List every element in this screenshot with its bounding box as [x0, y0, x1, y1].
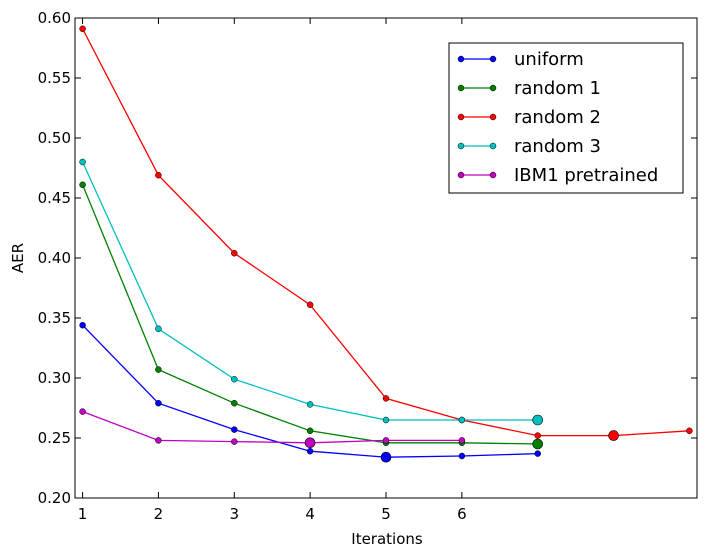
series-best-point-1	[532, 438, 544, 450]
series-point-3-0	[79, 158, 86, 166]
series-point-4-2	[231, 438, 238, 445]
legend-box	[448, 42, 684, 194]
legend-marker-right-3	[489, 142, 497, 150]
series-point-3-1	[155, 325, 162, 333]
y-tick-label: 0.35	[38, 309, 71, 327]
series-point-1-1	[155, 366, 162, 373]
series-point-4-1	[155, 437, 162, 444]
series-point-3-3	[306, 401, 314, 408]
y-tick-label: 0.50	[38, 129, 71, 147]
series-best-point-3	[532, 414, 544, 426]
plot-area	[79, 25, 693, 463]
legend-marker-left-3	[457, 142, 465, 150]
series-point-2-4	[382, 395, 390, 402]
series-point-0-3	[306, 447, 314, 455]
series-point-2-1	[155, 171, 162, 179]
series-point-1-2	[231, 399, 238, 407]
x-tick-label: 5	[381, 505, 391, 523]
legend-marker-right-0	[489, 55, 497, 63]
series-point-0-2	[231, 426, 238, 433]
x-tick-label: 6	[457, 505, 467, 523]
series-point-1-0	[79, 181, 86, 189]
legend-label-2: random 2	[514, 107, 601, 128]
x-tick-label: 3	[230, 505, 240, 523]
series-point-2-3	[306, 301, 314, 309]
y-tick-label: 0.45	[38, 189, 71, 207]
legend-marker-left-4	[457, 171, 465, 179]
y-tick-label: 0.40	[38, 249, 71, 267]
x-axis-title: Iterations	[351, 530, 423, 548]
series-point-3-5	[458, 416, 466, 424]
series-point-2-6	[534, 432, 541, 439]
series-point-0-6	[534, 450, 541, 457]
series-point-3-4	[382, 416, 390, 424]
x-tick-label: 1	[78, 505, 88, 523]
legend-label-3: random 3	[514, 136, 601, 157]
series-line-3	[82, 161, 538, 421]
legend-marker-right-2	[489, 113, 497, 121]
series-best-point-2	[608, 430, 619, 441]
series-point-2-8	[686, 427, 693, 435]
y-tick-label: 0.30	[38, 369, 71, 387]
legend-marker-right-1	[489, 84, 497, 92]
series-best-point-4	[304, 437, 316, 449]
series-point-1-3	[306, 427, 314, 435]
y-tick-label: 0.55	[38, 69, 71, 87]
series-point-0-0	[79, 321, 86, 329]
axes: 0.20 0.25 0.30 0.35 0.40 0.45 0.50 0.55 0.60 1 2 3 4…	[9, 9, 698, 548]
series-point-4-5	[458, 437, 466, 444]
x-tick-label: 4	[305, 505, 315, 523]
series-point-2-0	[79, 25, 86, 33]
legend-marker-left-2	[457, 113, 465, 121]
legend-marker-right-4	[489, 171, 497, 179]
series-point-4-0	[79, 408, 86, 415]
legend-marker-left-0	[457, 55, 465, 63]
series-point-0-5	[458, 452, 466, 460]
legend-label-1: random 1	[514, 78, 601, 99]
series-point-2-2	[231, 249, 238, 257]
series-best-point-0	[380, 451, 392, 463]
legend-label-4: IBM1 pretrained	[514, 165, 658, 186]
series-point-0-1	[155, 399, 162, 407]
y-axis-title: AER	[9, 243, 27, 273]
legend: uniform random 1 random 2 random 3 IBM1 pret…	[448, 42, 684, 194]
y-tick-label: 0.20	[38, 489, 71, 507]
y-tick-label: 0.25	[38, 429, 71, 447]
series-point-4-4	[382, 437, 390, 444]
series-line-4	[82, 410, 462, 444]
x-tick-label: 2	[154, 505, 164, 523]
series-point-3-2	[231, 375, 238, 383]
legend-label-0: uniform	[514, 49, 584, 70]
legend-marker-left-1	[457, 84, 465, 92]
y-tick-label: 0.60	[38, 9, 71, 27]
